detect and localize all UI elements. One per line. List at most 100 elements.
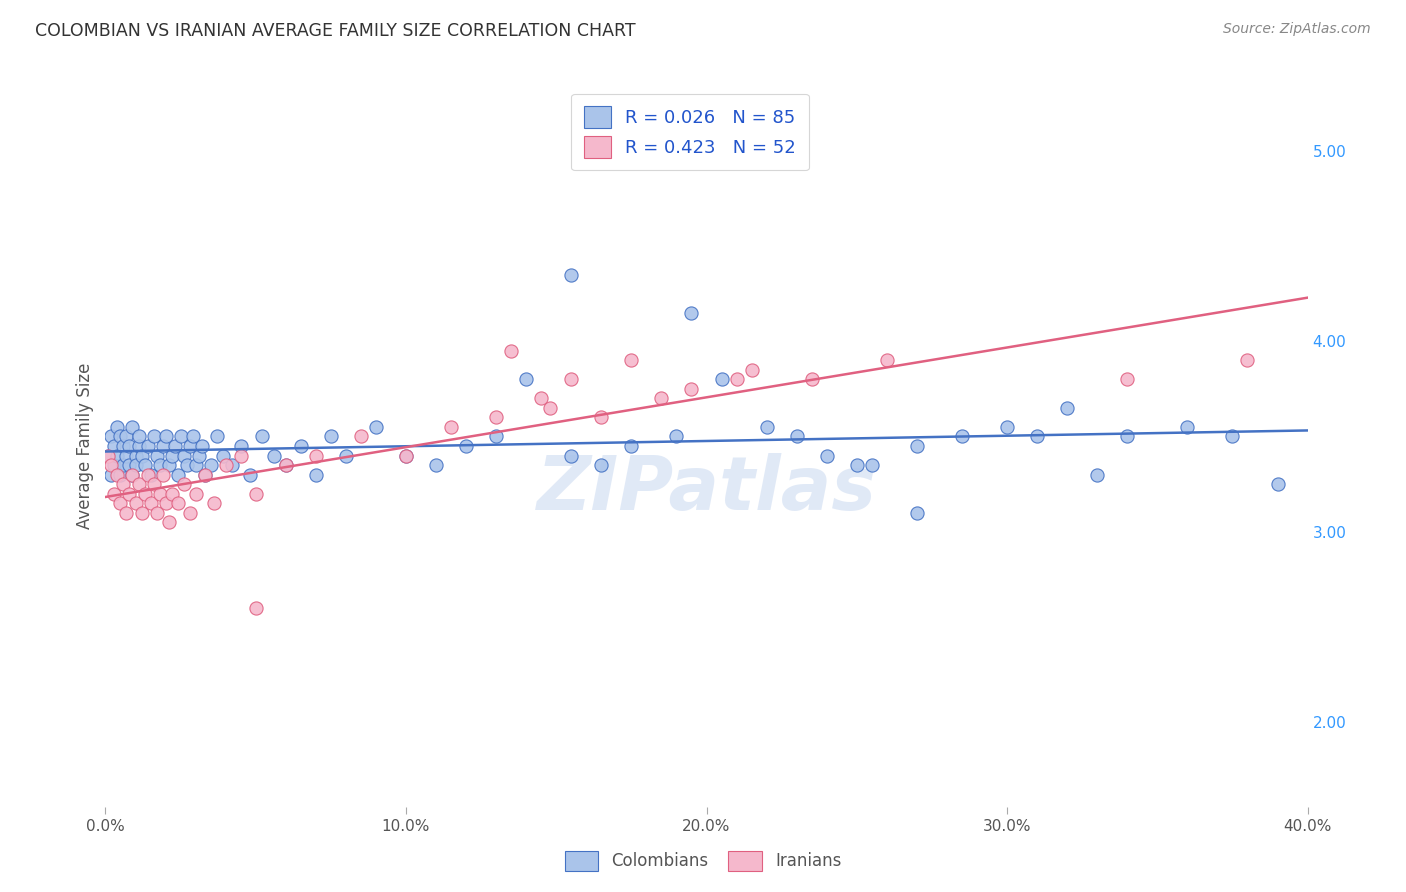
Point (860, 458, 883, 472)
Point (395, 449, 418, 463)
Point (211, 449, 233, 463)
Point (560, 372, 582, 386)
Text: COLOMBIAN VS IRANIAN AVERAGE FAMILY SIZE CORRELATION CHART: COLOMBIAN VS IRANIAN AVERAGE FAMILY SIZE… (35, 22, 636, 40)
Point (124, 449, 146, 463)
Point (157, 458, 180, 472)
Point (173, 477, 195, 491)
Point (155, 496, 177, 510)
Point (121, 467, 143, 482)
Point (620, 353, 643, 368)
Point (250, 429, 273, 443)
Point (166, 467, 188, 482)
Point (142, 477, 165, 491)
Point (1116, 372, 1139, 386)
Point (163, 439, 186, 453)
Point (950, 429, 973, 443)
Point (530, 392, 553, 406)
Point (290, 439, 312, 453)
Point (121, 467, 143, 482)
Legend: Colombians, Iranians: Colombians, Iranians (557, 842, 849, 880)
Point (202, 496, 225, 510)
Point (229, 449, 252, 463)
Point (173, 449, 195, 463)
Point (152, 467, 174, 482)
Point (245, 600, 267, 615)
Point (136, 439, 159, 453)
Point (110, 429, 132, 443)
Point (905, 506, 928, 520)
Point (350, 429, 373, 443)
Point (134, 458, 156, 472)
Point (485, 429, 508, 443)
Point (121, 420, 143, 434)
Point (110, 467, 132, 482)
Point (239, 467, 262, 482)
Point (319, 429, 342, 443)
Point (100, 429, 122, 443)
Point (560, 268, 582, 282)
Point (214, 458, 236, 472)
Point (115, 506, 138, 520)
Point (800, 372, 823, 386)
Point (263, 449, 285, 463)
Point (876, 353, 898, 368)
Point (157, 515, 180, 529)
Point (118, 439, 141, 453)
Point (274, 458, 297, 472)
Point (1116, 429, 1139, 443)
Point (741, 363, 763, 377)
Point (145, 449, 167, 463)
Point (274, 458, 297, 472)
Point (755, 420, 778, 434)
Point (112, 477, 135, 491)
Point (110, 496, 132, 510)
Point (650, 392, 672, 406)
Text: ZIPatlas: ZIPatlas (537, 453, 876, 526)
Point (1236, 353, 1258, 368)
Point (181, 429, 204, 443)
Point (501, 343, 523, 358)
Point (305, 467, 328, 482)
Point (364, 420, 387, 434)
Point (166, 496, 188, 510)
Point (103, 486, 125, 500)
Point (194, 467, 217, 482)
Point (815, 449, 838, 463)
Point (194, 467, 217, 482)
Point (97, 449, 120, 463)
Point (179, 439, 201, 453)
Point (485, 410, 508, 425)
Point (100, 458, 122, 472)
Point (97, 449, 120, 463)
Point (440, 420, 463, 434)
Point (205, 429, 228, 443)
Point (169, 429, 191, 443)
Point (131, 506, 153, 520)
Point (148, 458, 170, 472)
Point (107, 467, 129, 482)
Point (221, 458, 243, 472)
Point (1175, 420, 1198, 434)
Point (710, 372, 733, 386)
Point (184, 486, 207, 500)
Point (128, 429, 150, 443)
Point (136, 467, 159, 482)
Point (187, 449, 209, 463)
Point (681, 382, 703, 396)
Point (148, 486, 170, 500)
Point (112, 458, 135, 472)
Point (245, 486, 267, 500)
Point (115, 449, 138, 463)
Point (560, 449, 582, 463)
Point (100, 467, 122, 482)
Point (128, 477, 150, 491)
Point (1056, 401, 1078, 415)
Point (454, 439, 477, 453)
Point (107, 449, 129, 463)
Point (152, 439, 174, 453)
Point (103, 439, 125, 453)
Point (118, 486, 141, 500)
Point (681, 306, 703, 320)
Point (139, 467, 162, 482)
Text: Source: ZipAtlas.com: Source: ZipAtlas.com (1223, 22, 1371, 37)
